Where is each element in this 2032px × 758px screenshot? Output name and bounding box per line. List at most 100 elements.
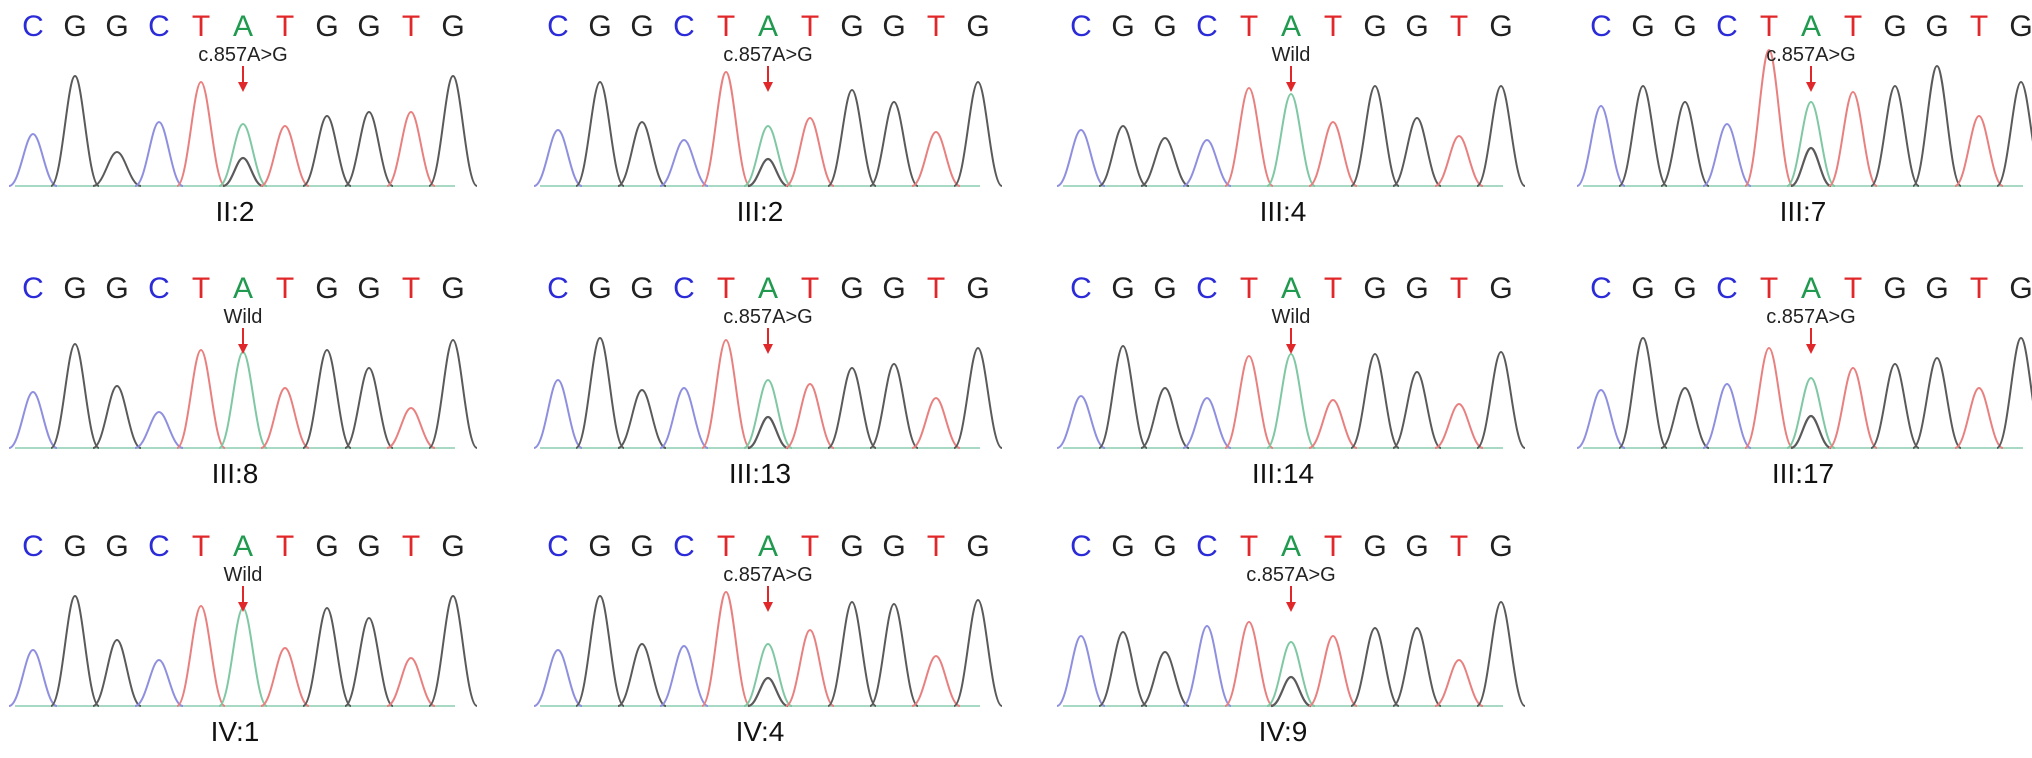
sample-label: II:2 [216, 196, 255, 227]
trace-peak [869, 602, 919, 707]
base-call-letter: C [547, 530, 569, 563]
base-call-letter: T [1240, 10, 1258, 43]
base-call-letter: G [1673, 10, 1696, 43]
base-call-letter: G [840, 272, 863, 305]
base-call-letter: G [105, 272, 128, 305]
secondary-peak-g [1790, 414, 1832, 450]
trace-peak [1912, 64, 1962, 187]
trace-peak [176, 604, 226, 707]
base-call-letter: G [441, 530, 464, 563]
base-call-letter: C [1070, 530, 1092, 563]
base-call-letter: G [1363, 10, 1386, 43]
base-call-letter: T [1844, 272, 1862, 305]
trace-peak [1702, 382, 1752, 449]
trace-peak [1350, 626, 1400, 707]
base-call-letter: G [588, 530, 611, 563]
base-call-letter: G [1925, 272, 1948, 305]
base-call-letter: G [63, 530, 86, 563]
variant-arrowhead-icon [238, 602, 248, 612]
trace-peak [428, 74, 478, 187]
trace-peak [260, 646, 310, 707]
base-call-letter: G [1363, 272, 1386, 305]
base-call-letter: C [547, 272, 569, 305]
base-call-letter: C [1196, 530, 1218, 563]
base-call-letter: G [63, 10, 86, 43]
trace-peak [1140, 650, 1190, 707]
trace-peak [1434, 658, 1484, 707]
base-call-letter: G [441, 272, 464, 305]
base-call-letter: G [1673, 272, 1696, 305]
variant-arrowhead-icon [1286, 602, 1296, 612]
trace-peak [1576, 104, 1626, 187]
trace-peak [785, 116, 835, 187]
trace-peak [1308, 120, 1358, 187]
trace-peak [428, 594, 478, 707]
base-call-letter: G [357, 530, 380, 563]
trace-peak [1434, 134, 1484, 187]
trace-peak [134, 410, 184, 449]
trace-peak [701, 338, 751, 449]
base-call-letter: G [630, 10, 653, 43]
base-call-letter: G [882, 530, 905, 563]
base-call-letter: G [1363, 530, 1386, 563]
trace-peak [1954, 386, 2004, 449]
variant-arrowhead-icon [763, 344, 773, 354]
base-call-letter: T [801, 530, 819, 563]
trace-peak [659, 138, 709, 187]
trace-peak [1618, 84, 1668, 187]
trace-peak [1098, 124, 1148, 187]
base-call-letter: T [1240, 272, 1258, 305]
base-call-letter: A [758, 10, 778, 43]
base-call-letter: T [402, 272, 420, 305]
variant-annotation: c.857A>G [1766, 44, 1856, 66]
trace-peak [1660, 386, 1710, 449]
trace-peak [1392, 116, 1442, 187]
trace-peak [1870, 362, 1920, 449]
base-call-letter: A [1281, 10, 1301, 43]
base-call-letter: G [1153, 272, 1176, 305]
trace-peak [386, 656, 436, 707]
base-call-letter: G [1405, 272, 1428, 305]
secondary-peak-g [747, 415, 789, 450]
trace-peak [911, 654, 961, 707]
base-call-letter: G [966, 272, 989, 305]
trace-peak [1350, 352, 1400, 449]
secondary-peak-g [747, 157, 789, 188]
trace-peak [1996, 80, 2032, 187]
trace-peak [659, 386, 709, 449]
trace-peak [92, 150, 142, 187]
base-call-letter: T [1450, 10, 1468, 43]
trace-peak [1182, 396, 1232, 449]
base-call-letter: G [357, 10, 380, 43]
trace-peak [1392, 626, 1442, 707]
trace-peak [743, 124, 793, 187]
trace-peak [1434, 402, 1484, 449]
trace-peak [8, 648, 58, 707]
base-call-letter: G [2009, 272, 2032, 305]
trace-peak [1576, 388, 1626, 449]
variant-annotation: Wild [1272, 44, 1311, 66]
trace-peak [1660, 100, 1710, 187]
base-call-letter: T [801, 272, 819, 305]
base-call-letter: T [192, 10, 210, 43]
trace-peak [1056, 394, 1106, 449]
base-call-letter: G [1111, 530, 1134, 563]
trace-peak [617, 120, 667, 187]
variant-arrowhead-icon [238, 344, 248, 354]
base-call-letter: G [1489, 10, 1512, 43]
base-call-letter: G [2009, 10, 2032, 43]
variant-arrowhead-icon [1806, 82, 1816, 92]
trace-peak [344, 110, 394, 187]
variant-arrowhead-icon [763, 82, 773, 92]
base-call-letter: T [276, 530, 294, 563]
trace-peak [1098, 344, 1148, 449]
trace-peak [1744, 346, 1794, 449]
trace-peak [1350, 84, 1400, 187]
trace-peak [8, 390, 58, 449]
base-call-letter: G [882, 10, 905, 43]
trace-peak [1828, 90, 1878, 187]
trace-peak [260, 124, 310, 187]
base-call-letter: G [630, 530, 653, 563]
